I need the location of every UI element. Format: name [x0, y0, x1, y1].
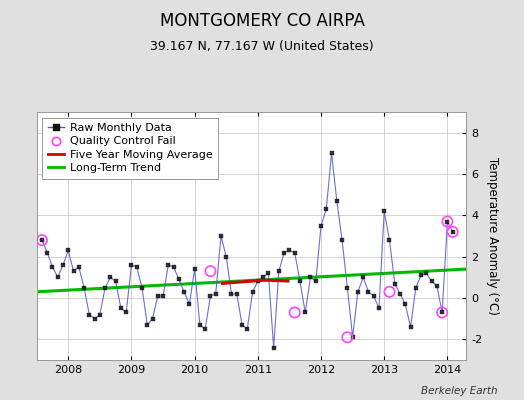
Point	[438, 309, 446, 316]
Text: MONTGOMERY CO AIRPA: MONTGOMERY CO AIRPA	[160, 12, 364, 30]
Legend: Raw Monthly Data, Quality Control Fail, Five Year Moving Average, Long-Term Tren: Raw Monthly Data, Quality Control Fail, …	[42, 118, 219, 179]
Point	[206, 268, 215, 274]
Point	[38, 237, 46, 243]
Point	[449, 229, 457, 235]
Text: Berkeley Earth: Berkeley Earth	[421, 386, 498, 396]
Point	[343, 334, 352, 340]
Point	[385, 289, 394, 295]
Text: 39.167 N, 77.167 W (United States): 39.167 N, 77.167 W (United States)	[150, 40, 374, 53]
Y-axis label: Temperature Anomaly (°C): Temperature Anomaly (°C)	[486, 157, 499, 315]
Point	[443, 218, 452, 225]
Point	[290, 309, 299, 316]
